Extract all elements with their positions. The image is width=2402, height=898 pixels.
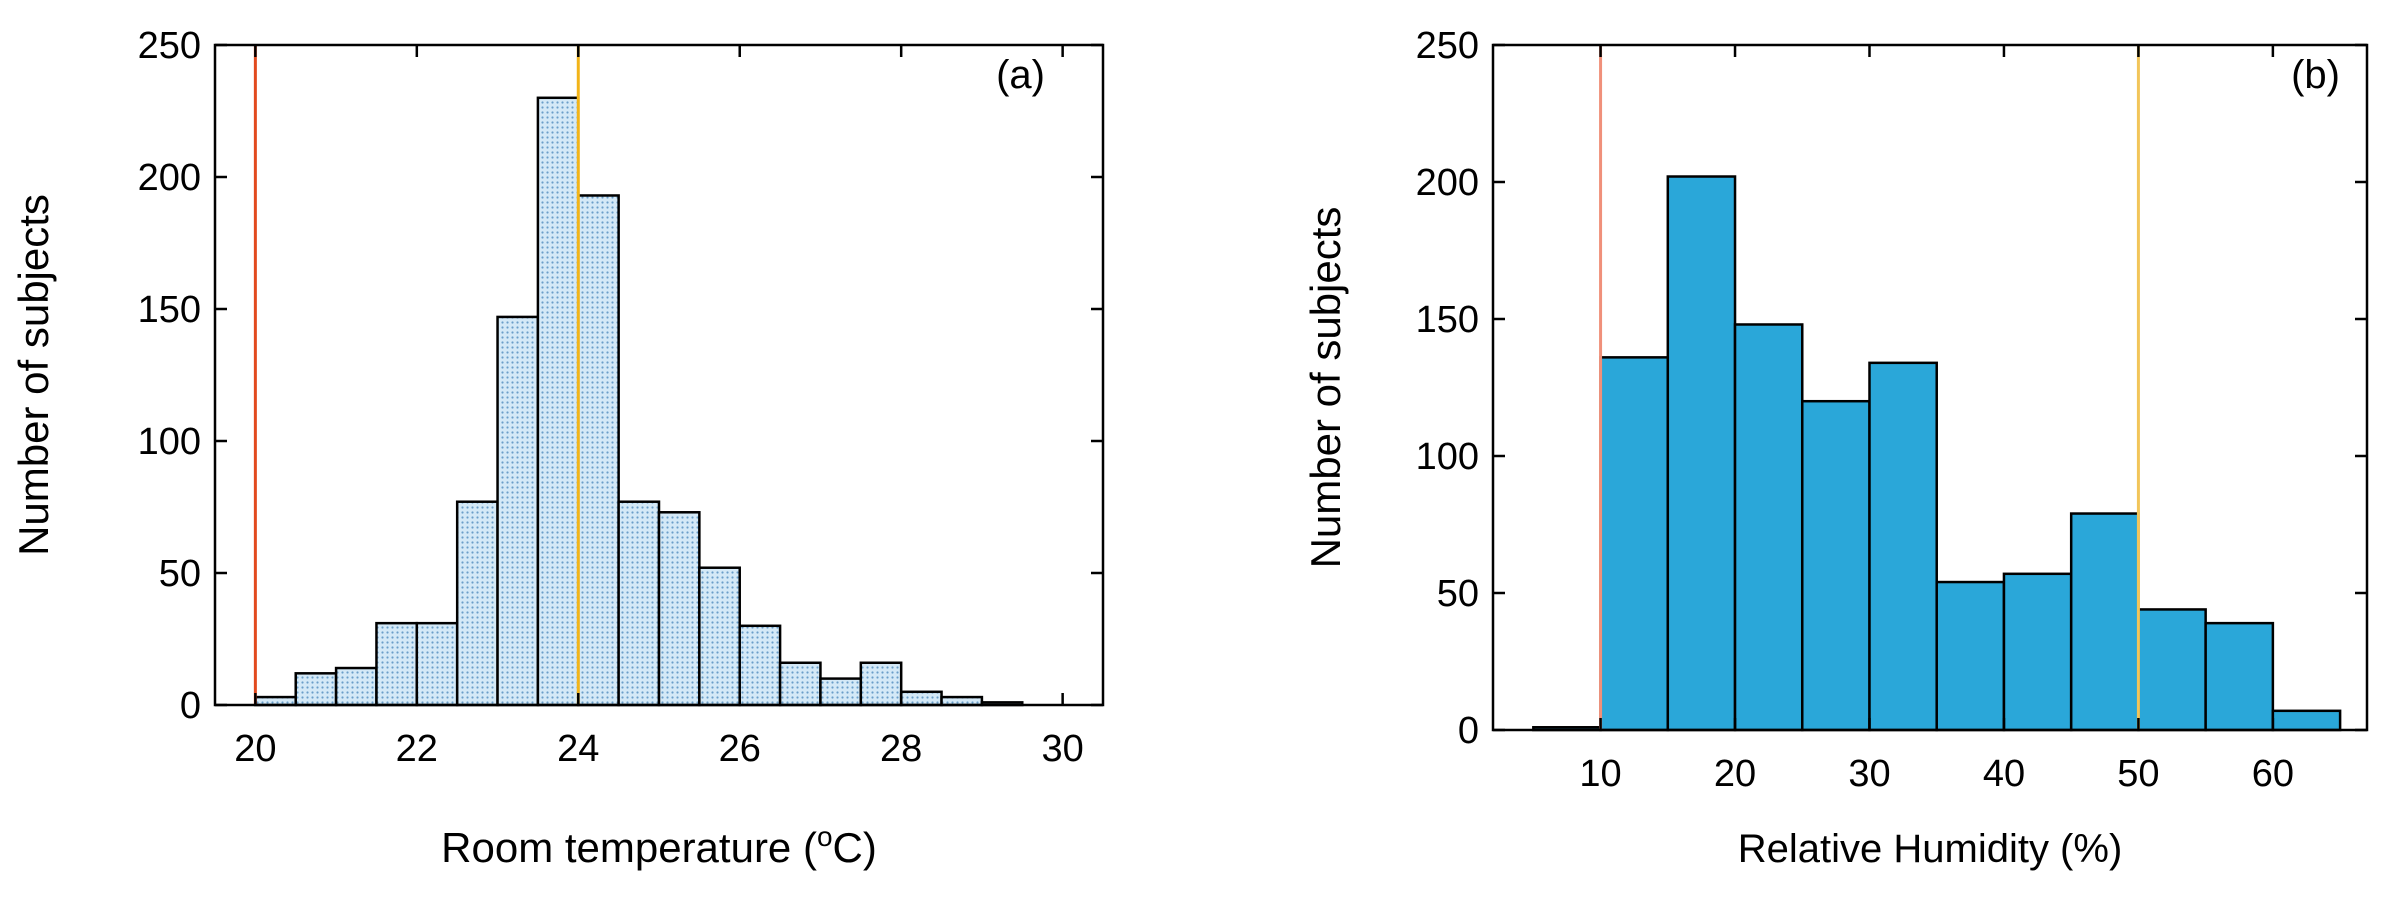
histogram-bar (2002, 572, 2073, 732)
x-tick-label: 26 (719, 728, 761, 770)
y-tick-label: 200 (1416, 162, 1479, 204)
chart-panel-b: 0 50 100 150 200 250 10 20 30 40 50 60 (b) Number … (1302, 25, 2369, 871)
y-tick-label: 250 (138, 25, 201, 67)
histogram-bar (819, 677, 863, 707)
chart-panel-a: 0 50 100 150 200 250 20 22 24 26 28 30 (a) Number … (10, 25, 1105, 871)
histogram-bar (657, 511, 701, 707)
y-tick-label: 250 (1416, 25, 1479, 67)
x-tick-label: 40 (1983, 753, 2025, 795)
histogram-bar (899, 690, 943, 707)
histogram-bar (859, 661, 903, 707)
y-axis-label-a: Number of subjects (10, 194, 57, 556)
histogram-bar (1935, 580, 2006, 732)
histogram-bar (2271, 709, 2342, 732)
histogram-bar (496, 315, 540, 707)
histogram-bar (738, 624, 782, 707)
x-tick-label: 20 (1714, 753, 1756, 795)
histogram-bar (1868, 361, 1938, 732)
histogram-bar (375, 621, 419, 707)
x-tick-label: 30 (1041, 728, 1083, 770)
histogram-bar (1733, 323, 1804, 732)
histogram-bars-a (254, 96, 1024, 707)
x-tick-label: 30 (1848, 753, 1890, 795)
y-tick-label: 150 (1416, 299, 1479, 341)
x-axis-ticks-b: 10 20 30 40 50 60 (1579, 45, 2294, 795)
histogram-bar (2204, 621, 2275, 732)
histogram-bar (536, 96, 580, 707)
y-axis-ticks-b: 0 50 100 150 200 250 (1416, 25, 2367, 752)
histogram-bar (1801, 399, 1871, 732)
reference-lines-a (253, 45, 580, 705)
reference-lines-b (1599, 45, 2140, 730)
x-tick-label: 22 (396, 728, 438, 770)
y-tick-label: 100 (138, 421, 201, 463)
y-tick-label: 50 (1437, 573, 1479, 615)
histogram-bar (1666, 175, 1737, 732)
histogram-bars-b (1532, 175, 2342, 732)
histogram-bar (698, 566, 741, 707)
x-tick-label: 60 (2252, 753, 2294, 795)
histogram-bar (577, 194, 620, 707)
x-tick-label: 20 (234, 728, 276, 770)
x-axis-label-a: Room temperature (oC) (441, 821, 877, 871)
plot-frame-a (213, 43, 1105, 707)
x-tick-label: 50 (2117, 753, 2159, 795)
histogram-bar (617, 500, 661, 707)
x-axis-label-b: Relative Humidity (%) (1738, 827, 2123, 871)
panel-label-b: (b) (2291, 53, 2340, 97)
histogram-bar (1599, 356, 1670, 732)
plot-frame-b (1491, 43, 2369, 732)
x-tick-label: 10 (1579, 753, 1621, 795)
x-tick-label: 24 (557, 728, 599, 770)
y-axis-label-b: Number of subjects (1302, 207, 1349, 569)
histogram-bar (2069, 512, 2140, 732)
histogram-bar (294, 672, 338, 707)
x-axis-ticks-a: 20 22 24 26 28 30 (234, 45, 1084, 770)
histogram-bar (334, 666, 378, 707)
y-tick-label: 150 (138, 289, 201, 331)
y-tick-label: 100 (1416, 436, 1479, 478)
histogram-bar (778, 661, 822, 707)
histogram-bar (415, 621, 459, 707)
histogram-bar (455, 500, 499, 707)
y-tick-label: 0 (1458, 710, 1479, 752)
y-tick-label: 0 (180, 685, 201, 727)
y-tick-label: 200 (138, 157, 201, 199)
panel-label-a: (a) (996, 53, 1045, 97)
histogram-bar (2137, 608, 2207, 732)
x-tick-label: 28 (880, 728, 922, 770)
y-tick-label: 50 (159, 553, 201, 595)
y-axis-ticks-a: 0 50 100 150 200 250 (138, 25, 1103, 727)
